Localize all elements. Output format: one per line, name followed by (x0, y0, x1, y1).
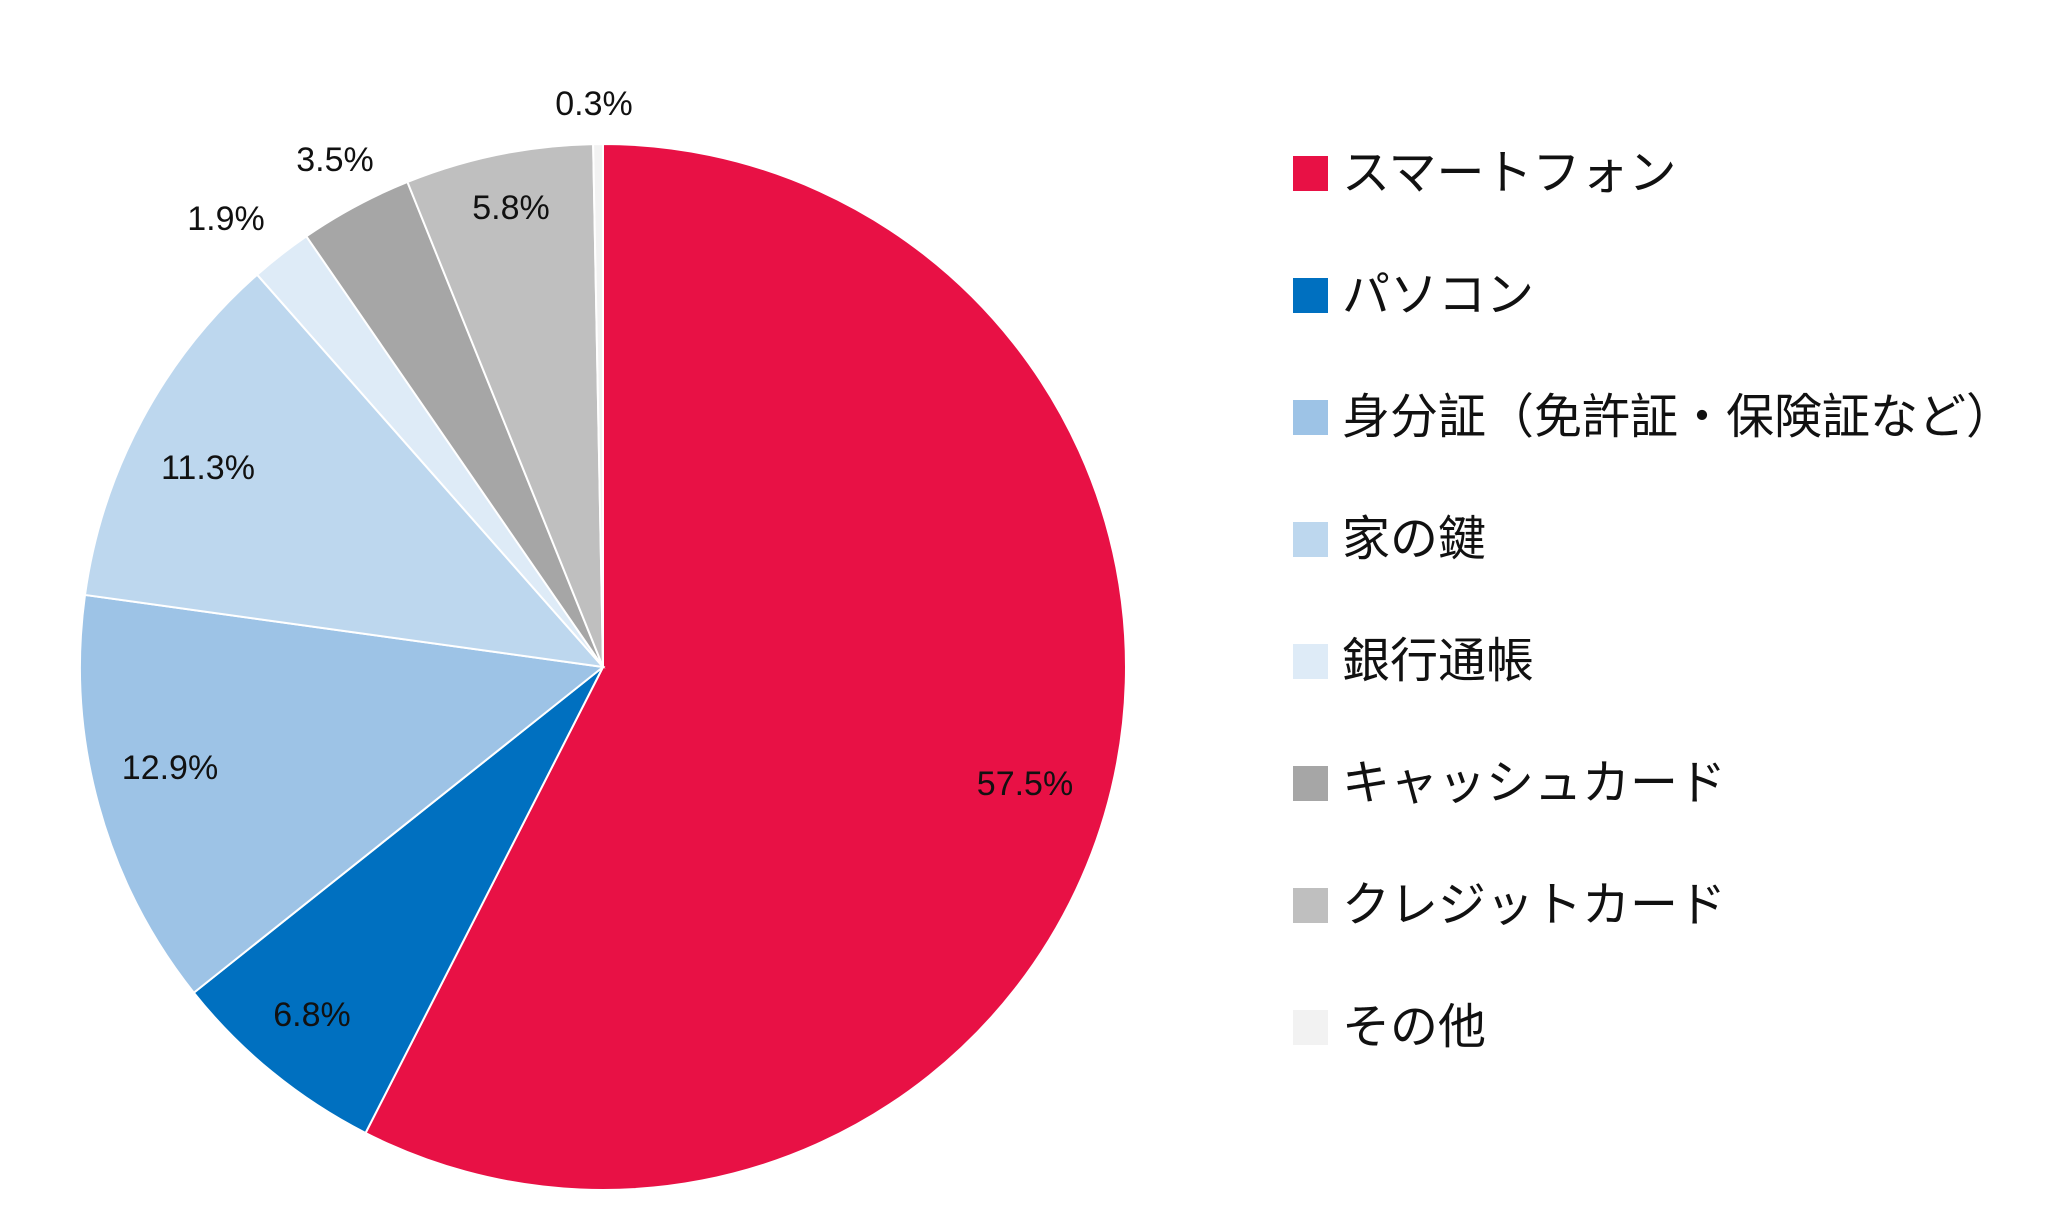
legend-swatch (1293, 888, 1328, 923)
legend-label: 身分証（免許証・保険証など） (1342, 389, 2015, 445)
legend-item-pc: パソコン (1293, 260, 2014, 382)
pie-percent-label: 0.3% (555, 85, 633, 123)
legend-item-other: その他 (1293, 992, 2014, 1114)
legend-swatch (1293, 156, 1328, 191)
pie-percent-labels: 57.5% 6.8% 12.9% 11.3% 1.9% 3.5% 5.8% 0.3% (122, 85, 1073, 1034)
legend-item-id-card: 身分証（免許証・保険証など） (1293, 382, 2014, 504)
legend-label: クレジットカード (1342, 877, 1727, 933)
legend-item-bankbook: 銀行通帳 (1293, 626, 2014, 748)
pie-percent-label: 1.9% (187, 200, 265, 238)
legend-item-house-key: 家の鍵 (1293, 504, 2014, 626)
legend-swatch (1293, 522, 1328, 557)
legend-swatch (1293, 644, 1328, 679)
legend-swatch (1293, 400, 1328, 435)
pie-slice (192, 666, 604, 1135)
pie-slice (364, 142, 1127, 1191)
legend-swatch (1293, 766, 1328, 801)
pie-slice (592, 142, 604, 668)
pie-percent-label: 11.3% (161, 449, 255, 487)
legend-label: 銀行通帳 (1342, 633, 1535, 689)
legend-item-smartphone: スマートフォン (1293, 138, 2014, 260)
legend-label: スマートフォン (1342, 145, 1677, 201)
legend: スマートフォン パソコン 身分証（免許証・保険証など） 家の鍵 銀行通帳 キャッ… (1293, 138, 2014, 1114)
pie-slices (79, 142, 1127, 1191)
pie-percent-label: 12.9% (122, 749, 218, 787)
pie-percent-label: 3.5% (296, 141, 374, 179)
pie-percent-label: 57.5% (977, 765, 1073, 803)
legend-swatch (1293, 1010, 1328, 1045)
pie-chart: 57.5% 6.8% 12.9% 11.3% 1.9% 3.5% 5.8% 0.3% (79, 85, 1127, 1191)
legend-item-cash-card: キャッシュカード (1293, 748, 2014, 870)
legend-label: その他 (1342, 999, 1487, 1055)
legend-swatch (1293, 278, 1328, 313)
pie-slice (83, 273, 606, 669)
pie-slice (406, 143, 604, 668)
pie-slice (79, 593, 606, 995)
legend-label: キャッシュカード (1342, 755, 1727, 811)
legend-label: パソコン (1342, 267, 1535, 323)
legend-label: 家の鍵 (1342, 511, 1487, 567)
pie-percent-label: 6.8% (273, 996, 351, 1034)
legend-item-credit-card: クレジットカード (1293, 870, 2014, 992)
pie-percent-label: 5.8% (472, 189, 550, 227)
